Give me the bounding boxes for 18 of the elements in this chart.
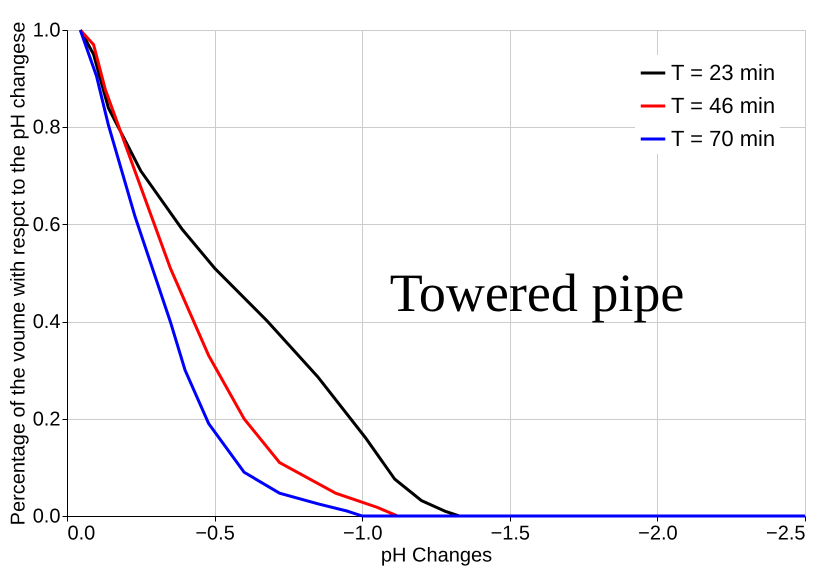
x-tick-label: −2.5	[766, 522, 806, 544]
legend-label: T = 70 min	[671, 126, 776, 151]
y-tick-label: 1.0	[32, 20, 60, 42]
y-tick-label: 0.6	[32, 214, 60, 236]
x-tick-label: −2.0	[638, 522, 678, 544]
x-tick-label: −1.5	[490, 522, 530, 544]
x-tick-label: −0.5	[195, 522, 235, 544]
y-axis-title: Percentage of the voume with respct to the pH changese	[8, 22, 30, 526]
y-tick-label: 0.2	[32, 408, 60, 430]
y-tick-label: 0.4	[32, 311, 60, 334]
legend-label: T = 46 min	[671, 93, 776, 118]
x-axis-title: pH Changes	[380, 544, 492, 566]
x-tick-label: 0.0	[68, 522, 96, 544]
y-tick-label: 0.8	[32, 116, 60, 139]
legend-label: T = 23 min	[671, 60, 776, 85]
y-tick-label: 0.0	[32, 506, 60, 528]
x-tick-label: −1.0	[342, 522, 382, 544]
annotation: Towered pipe	[390, 263, 684, 323]
